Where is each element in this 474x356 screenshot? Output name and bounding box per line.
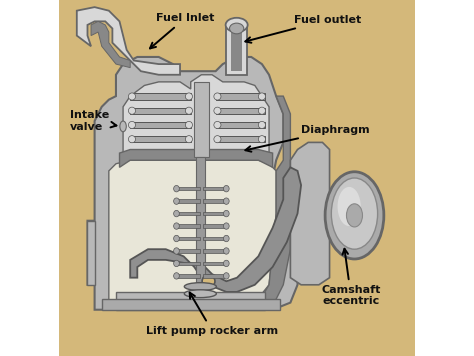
- Bar: [226, 25, 247, 75]
- Polygon shape: [77, 7, 180, 75]
- Polygon shape: [91, 21, 130, 68]
- Bar: [176, 262, 200, 265]
- Bar: [203, 212, 226, 215]
- Ellipse shape: [173, 185, 179, 192]
- Circle shape: [258, 107, 265, 114]
- Ellipse shape: [173, 210, 179, 217]
- Bar: [231, 30, 242, 71]
- Bar: [203, 249, 226, 253]
- Ellipse shape: [223, 185, 229, 192]
- Ellipse shape: [226, 18, 248, 32]
- Circle shape: [185, 136, 192, 143]
- Circle shape: [214, 93, 221, 100]
- Polygon shape: [291, 142, 329, 285]
- Text: Diaphragm: Diaphragm: [246, 125, 370, 152]
- Ellipse shape: [223, 223, 229, 229]
- Bar: [216, 136, 265, 142]
- Circle shape: [258, 93, 265, 100]
- Bar: [203, 187, 226, 190]
- Circle shape: [185, 93, 192, 100]
- Bar: [203, 274, 226, 278]
- Polygon shape: [102, 299, 280, 310]
- Ellipse shape: [223, 273, 229, 279]
- Circle shape: [258, 121, 265, 129]
- Bar: [130, 122, 191, 128]
- Bar: [176, 199, 200, 203]
- Ellipse shape: [223, 260, 229, 267]
- Bar: [176, 274, 200, 278]
- Ellipse shape: [173, 223, 179, 229]
- Text: Fuel outlet: Fuel outlet: [246, 15, 361, 43]
- Ellipse shape: [331, 178, 378, 249]
- Bar: [176, 224, 200, 228]
- Ellipse shape: [223, 235, 229, 242]
- Circle shape: [128, 136, 136, 143]
- Bar: [130, 136, 191, 142]
- Bar: [176, 237, 200, 240]
- Bar: [130, 93, 191, 100]
- Polygon shape: [119, 150, 273, 167]
- Ellipse shape: [173, 273, 179, 279]
- Ellipse shape: [173, 198, 179, 204]
- Polygon shape: [88, 221, 95, 285]
- Polygon shape: [116, 292, 265, 310]
- Circle shape: [202, 275, 215, 288]
- Circle shape: [128, 107, 136, 114]
- Bar: [203, 224, 226, 228]
- Circle shape: [185, 121, 192, 129]
- Ellipse shape: [223, 248, 229, 254]
- Bar: [196, 157, 205, 292]
- Ellipse shape: [337, 187, 361, 226]
- Polygon shape: [123, 75, 269, 160]
- Circle shape: [214, 121, 221, 129]
- Ellipse shape: [346, 204, 363, 227]
- Polygon shape: [109, 160, 276, 303]
- Bar: [176, 249, 200, 253]
- Bar: [176, 212, 200, 215]
- Ellipse shape: [184, 283, 216, 290]
- Circle shape: [214, 136, 221, 143]
- Circle shape: [214, 107, 221, 114]
- Text: Intake
valve: Intake valve: [70, 110, 117, 132]
- Bar: [203, 199, 226, 203]
- Bar: [216, 108, 265, 114]
- Ellipse shape: [325, 172, 384, 259]
- Ellipse shape: [223, 198, 229, 204]
- Bar: [130, 108, 191, 114]
- Bar: [216, 122, 265, 128]
- Ellipse shape: [223, 210, 229, 217]
- Bar: [203, 262, 226, 265]
- Ellipse shape: [173, 248, 179, 254]
- Bar: [203, 237, 226, 240]
- Text: Lift pump rocker arm: Lift pump rocker arm: [146, 293, 278, 336]
- Bar: [216, 93, 265, 100]
- Ellipse shape: [173, 235, 179, 242]
- Text: Fuel Inlet: Fuel Inlet: [150, 13, 215, 48]
- Ellipse shape: [184, 290, 216, 298]
- Bar: [176, 187, 200, 190]
- Circle shape: [258, 136, 265, 143]
- Polygon shape: [88, 57, 298, 310]
- Ellipse shape: [173, 260, 179, 267]
- Polygon shape: [130, 167, 301, 292]
- Text: Camshaft
eccentric: Camshaft eccentric: [321, 249, 381, 307]
- Polygon shape: [258, 96, 291, 306]
- Ellipse shape: [120, 121, 126, 132]
- Bar: [194, 82, 209, 157]
- Circle shape: [128, 121, 136, 129]
- Ellipse shape: [229, 23, 244, 34]
- Circle shape: [128, 93, 136, 100]
- Circle shape: [185, 107, 192, 114]
